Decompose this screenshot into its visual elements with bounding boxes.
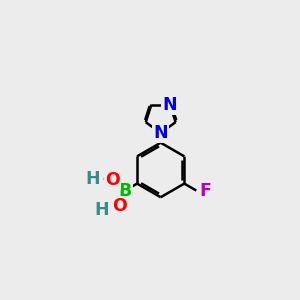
- Text: N: N: [153, 124, 168, 142]
- Text: O: O: [112, 197, 127, 215]
- Text: F: F: [199, 182, 211, 200]
- Text: H: H: [86, 170, 100, 188]
- Text: H: H: [94, 201, 109, 219]
- Text: B: B: [118, 182, 132, 200]
- Text: O: O: [105, 171, 120, 189]
- Text: N: N: [163, 96, 177, 114]
